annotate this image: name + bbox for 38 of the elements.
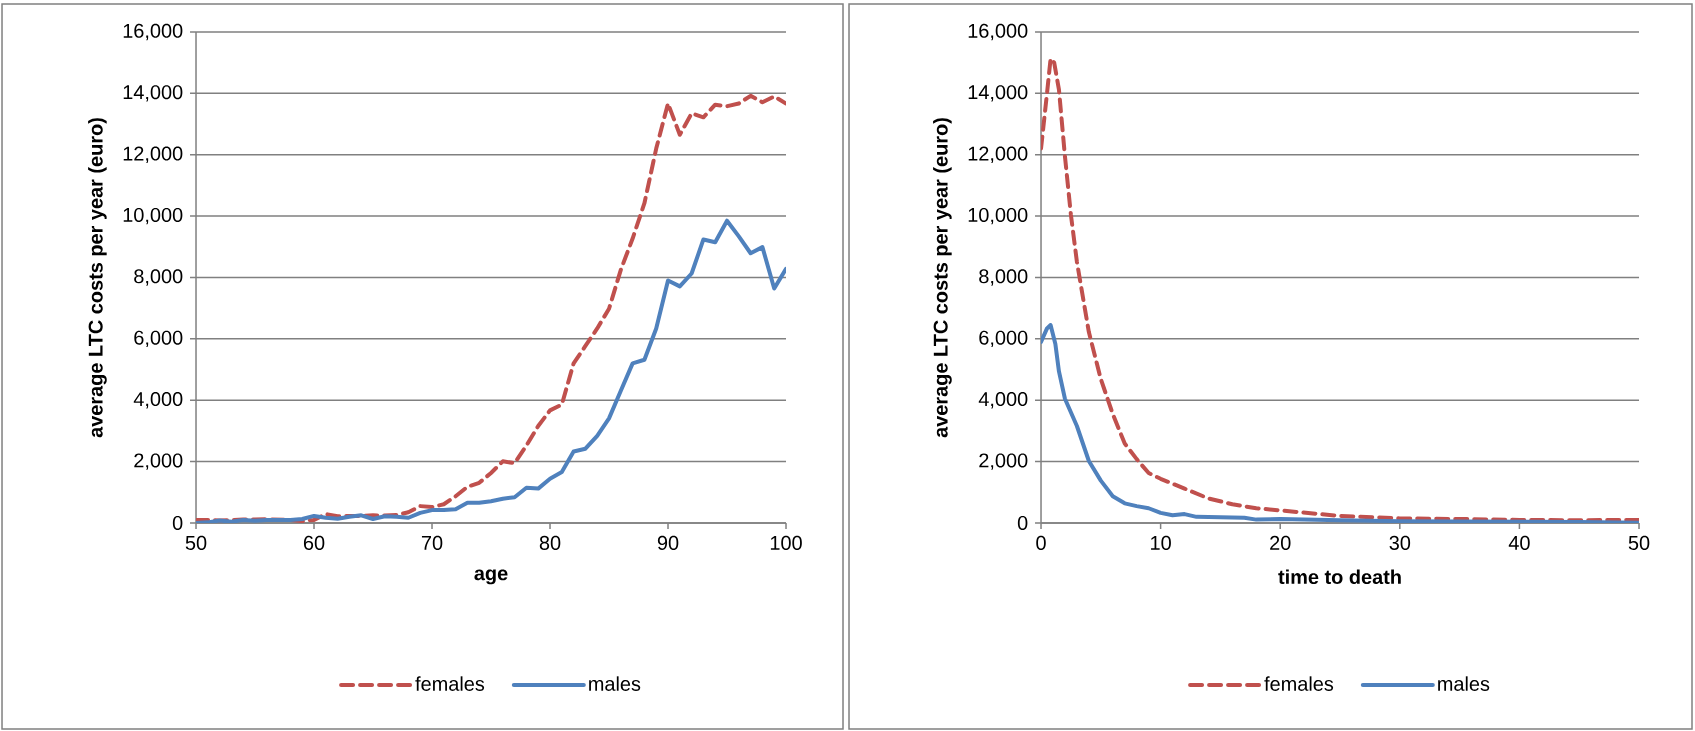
y-tick-label: 6,000 [134,330,183,348]
x-tick-label: 90 [657,535,679,550]
y-tick-label: 2,000 [134,453,183,470]
legend-label: females [415,676,485,691]
x-tick-label: 10 [1151,535,1171,550]
y-tick-label: 10,000 [123,207,183,225]
legend-label: males [589,676,641,691]
y-tick-label: 6,000 [979,330,1028,348]
x-tick-label: 50 [1628,535,1650,550]
y-tick-label: 4,000 [978,392,1028,409]
y-tick-label: 2,000 [979,453,1028,470]
x-tick-label: 100 [770,535,802,550]
y-tick-label: 16,000 [968,23,1028,41]
x-tick-label: 60 [303,535,325,550]
x-tick-label: 30 [1389,535,1411,550]
x-tick-label: 0 [1036,535,1046,550]
y-tick-label: 14,000 [968,85,1028,102]
y-tick-label: 12,000 [123,146,183,163]
x-tick-label: 70 [421,535,443,550]
legend-label: males [1438,676,1490,691]
y-tick-label: 14,000 [123,85,183,102]
y-tick-label: 10,000 [968,207,1028,225]
y-tick-label: 4,000 [133,392,183,409]
y-tick-label: 0 [172,515,183,531]
x-tick-label: 20 [1270,535,1291,550]
x-axis-title: time to death [1278,569,1401,585]
y-tick-label: 8,000 [134,269,183,286]
x-tick-label: 80 [539,535,561,550]
y-axis-title: average LTC costs per year (euro) [88,118,107,438]
x-axis-title: age [474,569,508,585]
legend-label: females [1264,676,1334,691]
x-tick-label: 40 [1508,535,1530,550]
y-tick-label: 12,000 [968,146,1028,163]
y-tick-label: 0 [1017,515,1028,531]
x-tick-label: 50 [185,535,207,550]
y-tick-label: 8,000 [979,269,1028,286]
y-tick-label: 16,000 [123,23,183,41]
y-axis-title: average LTC costs per year (euro) [933,118,952,438]
